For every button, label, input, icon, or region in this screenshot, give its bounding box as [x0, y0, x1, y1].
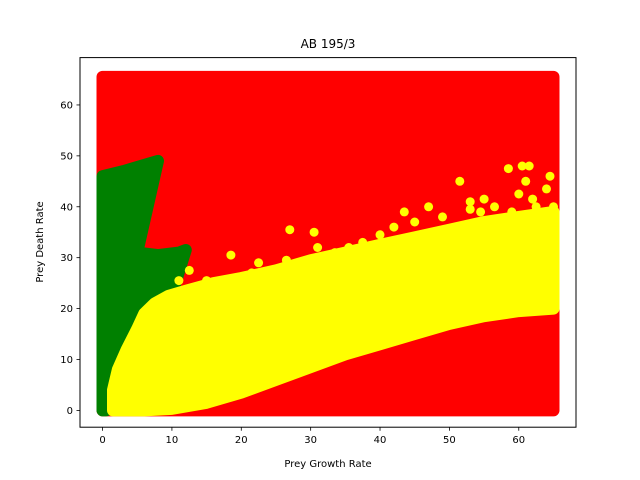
data-point: [424, 202, 434, 212]
data-point: [490, 202, 499, 212]
data-point: [184, 265, 194, 275]
data-point: [202, 276, 212, 286]
data-point: [528, 227, 538, 237]
data-point: [535, 217, 545, 227]
data-point: [479, 194, 489, 204]
data-point: [320, 357, 329, 367]
data-point: [226, 250, 236, 260]
data-point: [545, 248, 555, 258]
data-point: [479, 309, 489, 319]
data-point: [465, 204, 475, 214]
region-2: [107, 205, 560, 417]
x-tick-label: 40: [374, 435, 387, 446]
y-tick-label: 60: [60, 100, 73, 111]
data-point: [358, 237, 368, 247]
data-point: [531, 202, 541, 212]
data-point: [458, 299, 468, 308]
x-tick-label: 60: [512, 435, 525, 446]
data-point: [431, 301, 440, 311]
data-point: [375, 332, 385, 342]
chart-title: AB 195/3: [301, 37, 356, 51]
y-tick-label: 50: [60, 151, 73, 162]
data-point: [285, 225, 295, 235]
data-point: [313, 243, 323, 252]
data-point: [344, 243, 354, 252]
data-point: [476, 207, 486, 217]
data-point: [202, 395, 212, 405]
data-point: [236, 385, 246, 395]
data-point: [490, 293, 499, 303]
data-point: [545, 237, 555, 247]
data-point: [549, 263, 558, 273]
data-point: [111, 380, 121, 390]
plot-area: [96, 70, 560, 417]
data-point: [389, 222, 399, 232]
data-point: [254, 258, 264, 268]
data-point: [375, 230, 385, 240]
y-tick-label: 40: [60, 202, 73, 213]
ticks: 0 10 20 30 40 50 60 0 10 20 30 40 50 60: [60, 100, 525, 446]
data-point: [549, 202, 558, 212]
data-point: [174, 276, 184, 286]
x-tick-label: 0: [99, 435, 105, 446]
data-point: [167, 403, 177, 413]
x-tick-label: 50: [443, 435, 456, 446]
data-point: [281, 255, 291, 265]
y-axis-label: Prey Death Rate: [35, 201, 46, 282]
data-point: [524, 161, 534, 171]
data-point: [399, 207, 409, 217]
data-point: [545, 171, 555, 181]
data-point: [403, 319, 413, 329]
data-point: [510, 250, 520, 260]
data-point: [455, 176, 465, 186]
data-point: [507, 207, 517, 217]
y-tick-label: 30: [60, 253, 73, 264]
x-tick-label: 10: [166, 435, 179, 446]
data-point: [438, 212, 447, 222]
data-point: [271, 372, 281, 382]
y-tick-label: 0: [67, 406, 73, 417]
data-point: [292, 365, 302, 375]
data-point: [517, 161, 527, 171]
data-point: [514, 189, 524, 199]
data-point: [542, 184, 551, 194]
data-point: [503, 164, 513, 174]
data-point: [521, 176, 531, 186]
data-point: [538, 253, 548, 263]
data-point: [132, 403, 142, 413]
data-point: [483, 217, 493, 227]
axes-frame: [79, 57, 577, 428]
data-point: [528, 194, 538, 204]
data-point: [465, 197, 475, 207]
y-tick-label: 20: [60, 304, 73, 315]
data-point: [108, 393, 118, 403]
x-tick-label: 20: [235, 435, 248, 446]
data-point: [309, 227, 319, 237]
x-axis-label: Prey Growth Rate: [284, 459, 371, 470]
data-point: [549, 220, 558, 230]
data-point: [330, 248, 340, 258]
data-point: [347, 342, 357, 352]
data-point: [545, 283, 555, 293]
x-tick-label: 30: [304, 435, 317, 446]
y-tick-label: 10: [60, 355, 73, 366]
data-point: [247, 268, 257, 278]
data-point: [410, 217, 420, 227]
